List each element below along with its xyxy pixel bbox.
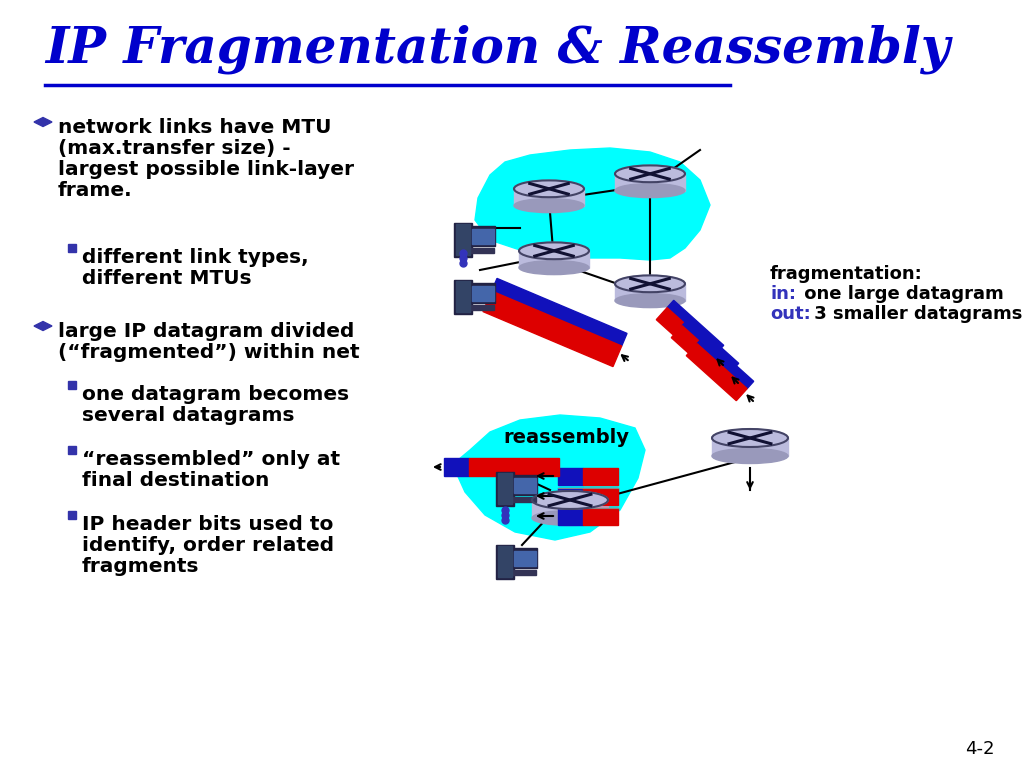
Bar — [456, 224, 470, 255]
Text: several datagrams: several datagrams — [82, 406, 295, 425]
Text: large IP datagram divided: large IP datagram divided — [58, 322, 354, 341]
Text: 3 smaller datagrams: 3 smaller datagrams — [808, 305, 1022, 323]
Text: final destination: final destination — [82, 471, 269, 490]
Bar — [470, 283, 496, 303]
Bar — [512, 570, 536, 575]
Bar — [558, 468, 583, 485]
Text: reassembly: reassembly — [503, 428, 629, 447]
Bar — [444, 458, 469, 476]
Text: frame.: frame. — [58, 181, 133, 200]
Polygon shape — [686, 344, 748, 401]
Text: fragmentation:: fragmentation: — [770, 265, 923, 283]
Bar — [454, 223, 472, 257]
Ellipse shape — [615, 184, 685, 197]
Text: (max.transfer size) -: (max.transfer size) - — [58, 139, 291, 158]
Bar — [469, 458, 559, 476]
Text: IP Fragmentation & Reassembly: IP Fragmentation & Reassembly — [45, 25, 950, 74]
Text: different MTUs: different MTUs — [82, 269, 252, 288]
Bar — [68, 446, 76, 454]
Text: largest possible link-layer: largest possible link-layer — [58, 160, 354, 179]
Bar — [615, 174, 685, 190]
Polygon shape — [672, 326, 732, 382]
Polygon shape — [697, 336, 754, 389]
Ellipse shape — [615, 293, 685, 308]
Bar — [532, 500, 608, 518]
Text: “reassembled” only at: “reassembled” only at — [82, 450, 340, 469]
Text: out:: out: — [770, 305, 811, 323]
Ellipse shape — [712, 429, 788, 447]
Bar — [583, 508, 618, 525]
Bar — [512, 548, 538, 568]
Text: (“fragmented”) within net: (“fragmented”) within net — [58, 343, 359, 362]
Polygon shape — [682, 319, 738, 371]
Bar — [498, 473, 512, 504]
Ellipse shape — [615, 165, 685, 182]
Bar — [512, 475, 538, 495]
Bar — [558, 508, 583, 525]
Text: fragments: fragments — [82, 557, 200, 576]
Bar — [456, 281, 470, 312]
Text: identify, order related: identify, order related — [82, 536, 334, 555]
Bar — [470, 305, 494, 310]
Bar — [514, 189, 584, 206]
Polygon shape — [667, 300, 724, 353]
Bar — [514, 551, 536, 566]
Bar — [498, 546, 512, 577]
Polygon shape — [475, 148, 710, 260]
Polygon shape — [656, 308, 717, 365]
Bar — [583, 488, 618, 505]
Bar — [615, 284, 685, 300]
Text: one large datagram: one large datagram — [798, 285, 1004, 303]
Ellipse shape — [519, 243, 589, 259]
Ellipse shape — [519, 260, 589, 275]
Bar — [68, 381, 76, 389]
Ellipse shape — [514, 180, 584, 197]
Polygon shape — [483, 291, 622, 366]
Bar — [472, 229, 494, 244]
Bar — [558, 488, 583, 505]
Text: different link types,: different link types, — [82, 248, 308, 267]
Polygon shape — [455, 415, 645, 540]
Bar — [512, 497, 536, 502]
Ellipse shape — [532, 511, 608, 525]
Bar — [470, 248, 494, 253]
Polygon shape — [34, 322, 52, 330]
Ellipse shape — [532, 491, 608, 509]
Text: in:: in: — [770, 285, 796, 303]
Bar — [68, 244, 76, 252]
Ellipse shape — [615, 276, 685, 292]
Bar — [68, 511, 76, 519]
Text: one datagram becomes: one datagram becomes — [82, 385, 349, 404]
Ellipse shape — [514, 199, 584, 213]
Bar — [583, 468, 618, 485]
Bar — [454, 280, 472, 314]
Bar — [519, 251, 589, 267]
Polygon shape — [492, 279, 627, 346]
Text: network links have MTU: network links have MTU — [58, 118, 332, 137]
Text: IP header bits used to: IP header bits used to — [82, 515, 334, 534]
Bar — [514, 478, 536, 493]
Bar — [496, 545, 514, 579]
Bar — [712, 438, 788, 456]
Bar — [470, 227, 496, 246]
Text: 4-2: 4-2 — [966, 740, 995, 758]
Bar — [496, 472, 514, 506]
Bar — [472, 286, 494, 301]
Ellipse shape — [712, 449, 788, 464]
Polygon shape — [34, 118, 52, 127]
